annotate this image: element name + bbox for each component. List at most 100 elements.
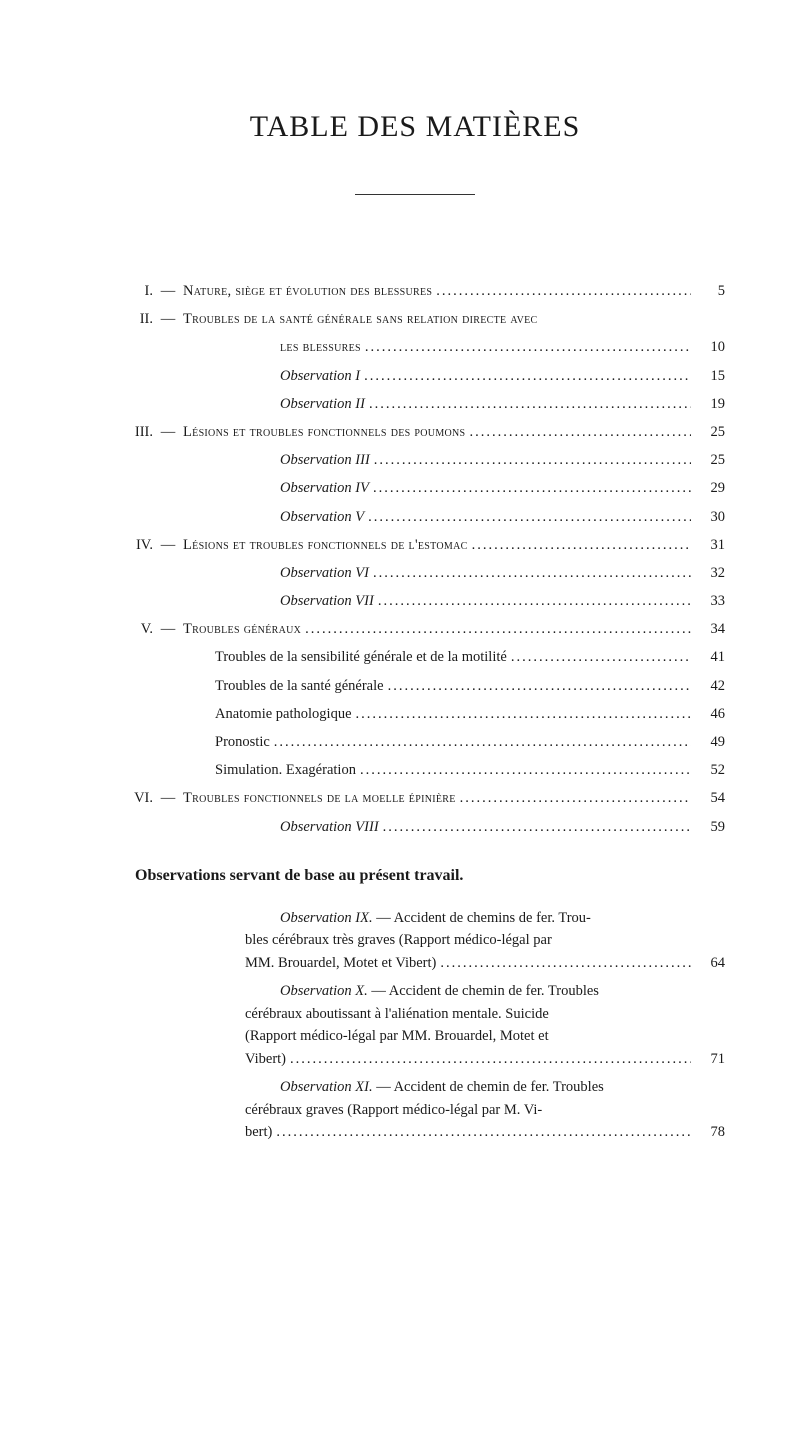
page-number: 10 [691, 336, 725, 359]
observation-entry: Observation X. — Accident de chemin de f… [105, 980, 725, 1070]
observation-last-line: Vibert) [245, 1048, 286, 1070]
leader-dots: ........................................… [432, 280, 691, 303]
leader-dots: ........................................… [468, 534, 691, 557]
observation-last-line: MM. Brouardel, Motet et Vibert) [245, 952, 436, 974]
page-number: 41 [691, 646, 725, 669]
toc-entry: Simulation. Exagération.................… [105, 759, 725, 782]
page-number: 5 [691, 280, 725, 303]
observations-heading: Observations servant de base au présent … [135, 867, 725, 885]
toc-list: I.—Nature, siège et évolution des blessu… [105, 280, 725, 839]
toc-entry: I.—Nature, siège et évolution des blessu… [105, 280, 725, 303]
toc-entry: II.—Troubles de la santé générale sans r… [105, 308, 725, 331]
roman-numeral: III. [105, 421, 153, 444]
toc-entry: Observation VI..........................… [105, 562, 725, 585]
entry-dash: — [153, 280, 183, 303]
leader-dots: ........................................… [356, 759, 691, 782]
toc-entry: Observation III.........................… [105, 449, 725, 472]
page-number: 29 [691, 477, 725, 500]
toc-entry: Troubles de la santé générale...........… [105, 675, 725, 698]
toc-entry: Pronostic...............................… [105, 731, 725, 754]
entry-label: Observation I [280, 365, 360, 388]
toc-entry: Anatomie pathologique...................… [105, 703, 725, 726]
entry-label: Troubles fonctionnels de la moelle épini… [183, 787, 456, 810]
toc-entry: Observation VIII........................… [105, 816, 725, 839]
entry-label: Observation V [280, 506, 364, 529]
entry-label: Troubles de la santé générale [215, 675, 384, 698]
leader-dots: ........................................… [364, 506, 691, 529]
observation-entry: Observation XI. — Accident de chemin de … [105, 1076, 725, 1143]
entry-dash: — [153, 618, 183, 641]
leader-dots: ........................................… [352, 703, 691, 726]
observation-entry: Observation IX. — Accident de chemins de… [105, 907, 725, 974]
page-number: 49 [691, 731, 725, 754]
observation-continuation: cérébraux aboutissant à l'aliénation men… [245, 1003, 691, 1025]
entry-label: Observation VII [280, 590, 374, 613]
page-number: 78 [691, 1121, 725, 1143]
page-number: 25 [691, 449, 725, 472]
leader-dots: ........................................… [436, 952, 691, 974]
entry-label: Simulation. Exagération [215, 759, 356, 782]
leader-dots: ........................................… [286, 1048, 691, 1070]
entry-label: Nature, siège et évolution des blessures [183, 280, 432, 303]
leader-dots: ........................................… [384, 675, 691, 698]
entry-label: Lésions et troubles fonctionnels des pou… [183, 421, 465, 444]
observation-first-line: Observation XI. — Accident de chemin de … [280, 1076, 604, 1098]
observations-list: Observation IX. — Accident de chemins de… [105, 907, 725, 1144]
entry-label: Observation III [280, 449, 370, 472]
observation-continuation: bles cérébraux très graves (Rapport médi… [245, 929, 691, 951]
leader-dots: ........................................… [370, 449, 691, 472]
observation-continuation: cérébraux graves (Rapport médico-légal p… [245, 1099, 691, 1121]
page-title: TABLE DES MATIÈRES [105, 110, 725, 144]
page-number: 25 [691, 421, 725, 444]
toc-entry: Observation V...........................… [105, 506, 725, 529]
leader-dots: ........................................… [507, 646, 691, 669]
page-number: 59 [691, 816, 725, 839]
entry-label: Troubles de la santé générale sans relat… [183, 308, 537, 331]
leader-dots: ........................................… [301, 618, 691, 641]
roman-numeral: VI. [105, 787, 153, 810]
entry-label: Lésions et troubles fonctionnels de l'es… [183, 534, 468, 557]
roman-numeral: V. [105, 618, 153, 641]
page-number: 64 [691, 952, 725, 974]
title-divider [355, 194, 475, 195]
page-number: 46 [691, 703, 725, 726]
toc-entry: III.—Lésions et troubles fonctionnels de… [105, 421, 725, 444]
leader-dots: ........................................… [270, 731, 691, 754]
leader-dots: ........................................… [456, 787, 691, 810]
leader-dots: ........................................… [365, 393, 691, 416]
page-number: 15 [691, 365, 725, 388]
observation-first-line: Observation X. — Accident de chemin de f… [280, 980, 599, 1002]
entry-label: Observation II [280, 393, 365, 416]
toc-entry: Observation II..........................… [105, 393, 725, 416]
leader-dots: ........................................… [272, 1121, 691, 1143]
entry-dash: — [153, 421, 183, 444]
page-number: 33 [691, 590, 725, 613]
toc-entry: Observation I...........................… [105, 365, 725, 388]
page-number: 34 [691, 618, 725, 641]
leader-dots: ........................................… [369, 562, 691, 585]
entry-label: les blessures [280, 336, 361, 359]
leader-dots: ........................................… [465, 421, 691, 444]
entry-dash: — [153, 308, 183, 331]
leader-dots: ........................................… [360, 365, 691, 388]
toc-entry: les blessures...........................… [105, 336, 725, 359]
roman-numeral: I. [105, 280, 153, 303]
roman-numeral: II. [105, 308, 153, 331]
toc-entry: Observation VII.........................… [105, 590, 725, 613]
leader-dots: ........................................… [379, 816, 691, 839]
observation-continuation: (Rapport médico-légal par MM. Brouardel,… [245, 1025, 691, 1047]
page-number: 71 [691, 1048, 725, 1070]
entry-label: Observation VIII [280, 816, 379, 839]
page-number: 52 [691, 759, 725, 782]
entry-label: Troubles de la sensibilité générale et d… [215, 646, 507, 669]
toc-entry: IV.—Lésions et troubles fonctionnels de … [105, 534, 725, 557]
page-number: 31 [691, 534, 725, 557]
entry-label: Observation VI [280, 562, 369, 585]
entry-label: Troubles généraux [183, 618, 301, 641]
entry-label: Pronostic [215, 731, 270, 754]
toc-entry: VI.—Troubles fonctionnels de la moelle é… [105, 787, 725, 810]
toc-entry: V.—Troubles généraux....................… [105, 618, 725, 641]
entry-dash: — [153, 534, 183, 557]
leader-dots: ........................................… [374, 590, 691, 613]
page-number: 32 [691, 562, 725, 585]
